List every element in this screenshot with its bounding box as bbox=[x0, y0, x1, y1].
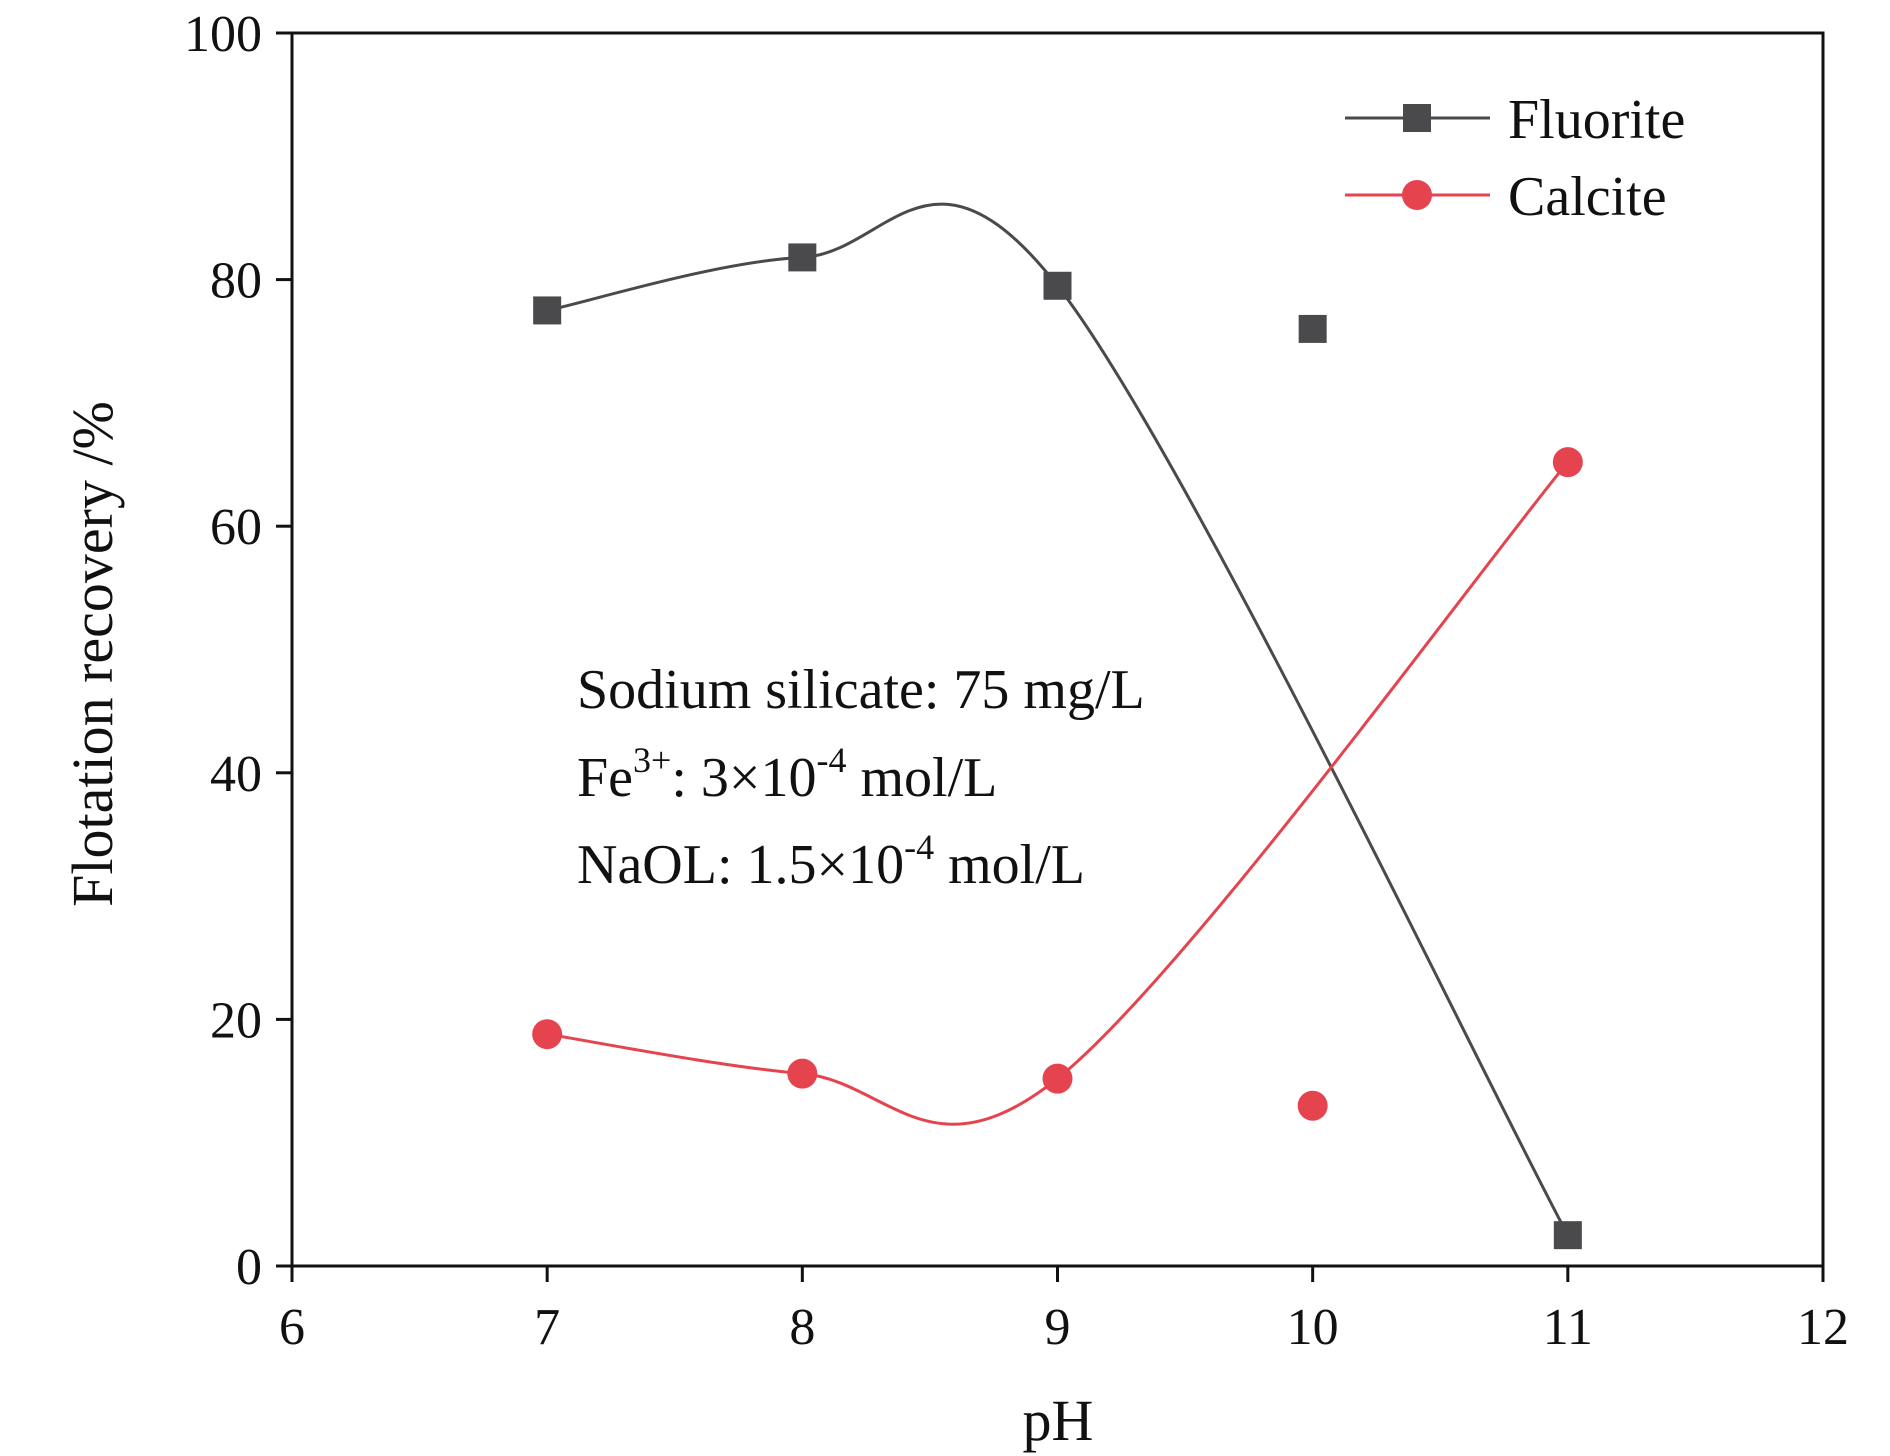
y-tick-label: 0 bbox=[236, 1239, 262, 1296]
point-fluorite bbox=[1043, 271, 1072, 300]
annotation-line-3: NaOL: 1.5×10-4 mol/L bbox=[577, 827, 1085, 896]
annotation-line-1: Sodium silicate: 75 mg/L bbox=[577, 659, 1145, 721]
x-tick-label: 8 bbox=[789, 1299, 815, 1356]
fit-curve-calcite bbox=[546, 461, 1569, 1126]
legend: Fluorite Calcite bbox=[1345, 89, 1685, 228]
y-tick-label: 100 bbox=[184, 6, 262, 63]
x-axis-title: pH bbox=[1023, 1388, 1094, 1453]
x-tick-label: 6 bbox=[279, 1299, 305, 1356]
x-tick-label: 10 bbox=[1287, 1299, 1339, 1356]
point-fluorite bbox=[788, 243, 817, 272]
point-fluorite bbox=[1298, 314, 1327, 343]
x-tick-label: 12 bbox=[1797, 1299, 1849, 1356]
axes bbox=[276, 31, 1825, 1282]
y-axis-title: Flotation recovery /% bbox=[60, 401, 125, 907]
point-calcite bbox=[787, 1058, 818, 1089]
annotation-line-2: Fe3+: 3×10-4 mol/L bbox=[577, 740, 997, 809]
y-tick-label: 80 bbox=[210, 253, 262, 310]
point-calcite bbox=[1297, 1090, 1328, 1121]
legend-label-calcite: Calcite bbox=[1508, 166, 1667, 228]
legend-marker-fluorite bbox=[1403, 104, 1431, 132]
fitted-curves bbox=[546, 202, 1570, 1236]
y-tick-label: 20 bbox=[210, 992, 262, 1049]
point-fluorite bbox=[1553, 1221, 1582, 1250]
fit-curve-fluorite bbox=[546, 202, 1570, 1236]
x-tick-label: 9 bbox=[1045, 1299, 1071, 1356]
x-tick-label: 11 bbox=[1543, 1299, 1593, 1356]
point-fluorite bbox=[533, 296, 562, 325]
y-tick-label: 40 bbox=[210, 746, 262, 803]
y-tick-label: 60 bbox=[210, 499, 262, 556]
point-calcite bbox=[1552, 447, 1583, 478]
tick-labels: 6 7 8 9 10 11 12 0 20 40 60 80 100 bbox=[184, 6, 1849, 1356]
point-calcite bbox=[532, 1019, 563, 1050]
point-calcite bbox=[1042, 1063, 1073, 1094]
x-tick-label: 7 bbox=[534, 1299, 560, 1356]
legend-label-fluorite: Fluorite bbox=[1508, 89, 1685, 151]
data-markers bbox=[532, 243, 1583, 1250]
legend-marker-calcite bbox=[1402, 180, 1432, 210]
conditions-annotation: Sodium silicate: 75 mg/L Fe3+: 3×10-4 mo… bbox=[577, 659, 1145, 896]
